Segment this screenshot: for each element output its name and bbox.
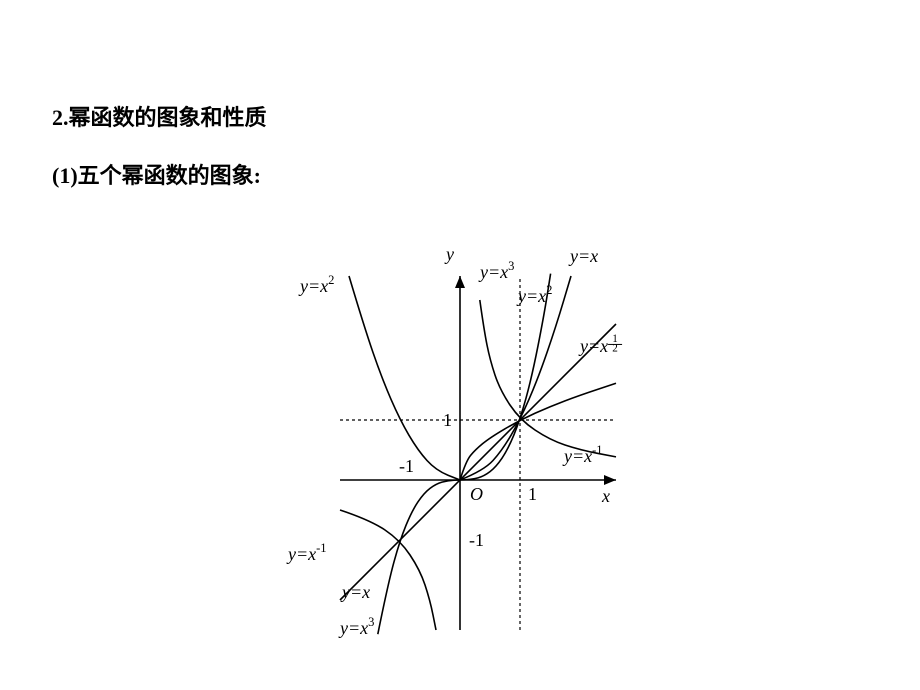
svg-text:y=x: y=x xyxy=(516,286,546,306)
svg-text:3: 3 xyxy=(368,615,374,629)
svg-text:y=x: y=x xyxy=(562,446,592,466)
curve-inv_pos xyxy=(480,300,616,457)
heading-sub: (1)五个幂函数的图象: xyxy=(52,158,261,190)
svg-text:2: 2 xyxy=(612,343,618,355)
svg-text:y=x: y=x xyxy=(340,582,370,602)
curve-inv_neg xyxy=(340,510,436,630)
svg-text:2: 2 xyxy=(328,273,334,287)
svg-text:O: O xyxy=(470,484,483,504)
curve-label: y=x2 xyxy=(298,273,334,296)
svg-text:-1: -1 xyxy=(399,456,414,476)
svg-text:1: 1 xyxy=(528,484,537,504)
svg-text:-1: -1 xyxy=(316,541,327,555)
svg-text:y: y xyxy=(444,244,454,264)
svg-text:-1: -1 xyxy=(592,443,603,457)
curve-label: y xyxy=(444,244,454,264)
curve-label: y=x xyxy=(568,246,598,266)
power-function-chart: O1-11-1xy=x2yy=x3y=x2y=xy=x12y=x-1y=x-1y… xyxy=(270,230,680,650)
curve-label: y=x3 xyxy=(338,615,374,638)
svg-text:y=x: y=x xyxy=(286,544,316,564)
svg-text:-1: -1 xyxy=(469,530,484,550)
page: 2.幂函数的图象和性质 (1)五个幂函数的图象: O1-11-1xy=x2yy=… xyxy=(0,0,920,690)
svg-text:y=x: y=x xyxy=(568,246,598,266)
curve-label: y=x-1 xyxy=(286,541,327,564)
svg-text:y=x: y=x xyxy=(478,262,508,282)
chart-svg: O1-11-1xy=x2yy=x3y=x2y=xy=x12y=x-1y=x-1y… xyxy=(270,230,680,650)
curve-parabola_neg xyxy=(349,276,460,480)
curve-label: y=x xyxy=(340,582,370,602)
curve-label: y=x3 xyxy=(478,259,514,282)
svg-text:3: 3 xyxy=(508,259,514,273)
svg-text:2: 2 xyxy=(546,283,552,297)
svg-text:y=x: y=x xyxy=(338,618,368,638)
curve-label: y=x12 xyxy=(578,333,622,356)
heading-main: 2.幂函数的图象和性质 xyxy=(52,100,267,132)
svg-text:x: x xyxy=(601,486,610,506)
curve-cubic_neg xyxy=(378,480,460,634)
curve-label: y=x2 xyxy=(516,283,552,306)
svg-text:y=x: y=x xyxy=(298,276,328,296)
svg-text:y=x: y=x xyxy=(578,336,608,356)
curve-label: y=x-1 xyxy=(562,443,603,466)
svg-text:1: 1 xyxy=(443,410,452,430)
